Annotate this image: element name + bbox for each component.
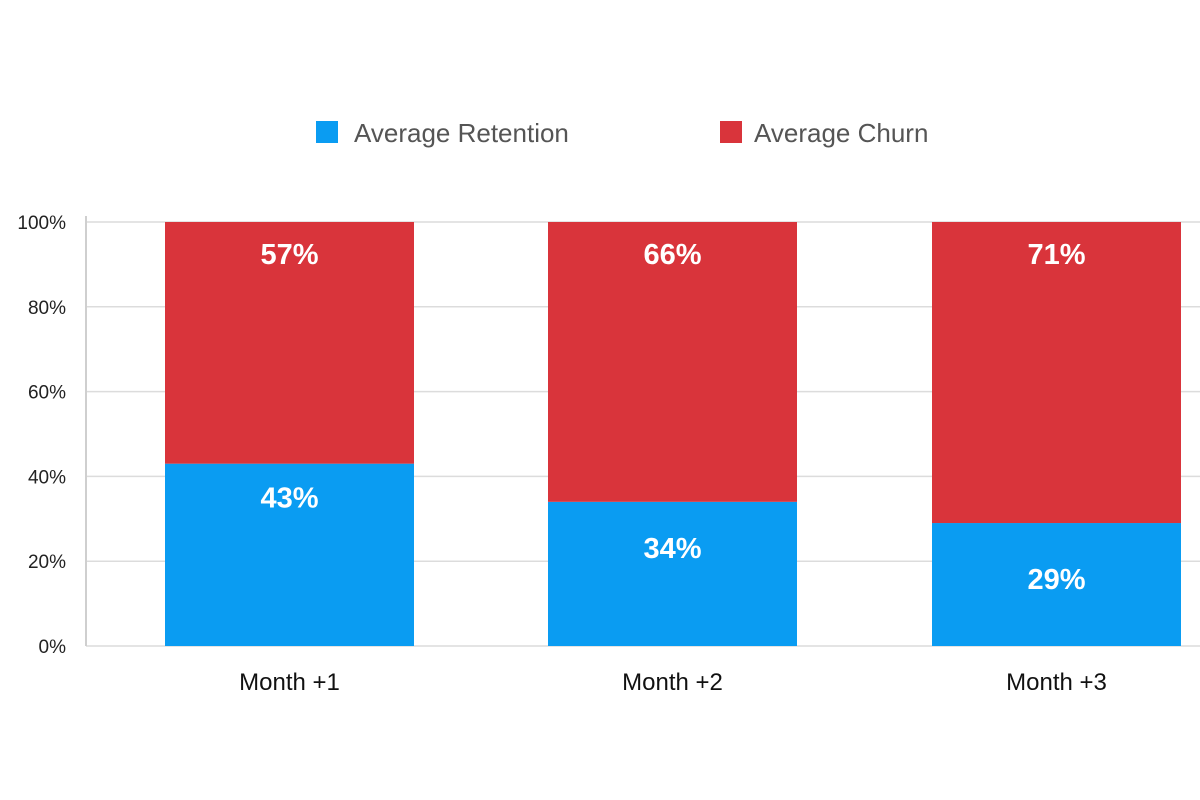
data-label: 34%	[643, 533, 701, 565]
bar-segment-average-churn	[932, 222, 1181, 524]
bar-segment-average-retention	[932, 523, 1181, 646]
legend-label: Average Churn	[754, 118, 928, 148]
y-axis: 0% 20% 40% 60% 80% 100%	[17, 213, 87, 658]
chart-bars	[165, 222, 1181, 646]
bar-segment-average-retention	[165, 463, 414, 646]
legend-swatch	[316, 121, 338, 143]
chart-value-labels: 43% 57% 34% 66% 29% 71%	[260, 239, 1085, 596]
x-tick-label: Month +2	[622, 669, 723, 696]
data-label: 71%	[1027, 239, 1085, 271]
data-label: 29%	[1027, 564, 1085, 596]
bar-segment-average-retention	[548, 501, 797, 646]
y-tick-label: 100%	[17, 213, 66, 234]
y-tick-label: 20%	[28, 552, 66, 573]
data-label: 57%	[260, 239, 318, 271]
legend-swatch	[720, 121, 742, 143]
y-tick-label: 40%	[28, 467, 66, 488]
y-tick-label: 60%	[28, 383, 66, 404]
bar-segment-average-churn	[165, 222, 414, 464]
bar-segment-average-churn	[548, 222, 797, 502]
data-label: 66%	[643, 239, 701, 271]
x-tick-label: Month +1	[239, 669, 340, 696]
y-tick-label: 0%	[39, 637, 67, 658]
y-tick-label: 80%	[28, 298, 66, 319]
chart-legend: Average Retention Average Churn	[316, 118, 928, 148]
x-axis: Month +1 Month +2 Month +3	[239, 669, 1107, 696]
legend-label: Average Retention	[354, 118, 569, 148]
data-label: 43%	[260, 483, 318, 515]
x-tick-label: Month +3	[1006, 669, 1107, 696]
